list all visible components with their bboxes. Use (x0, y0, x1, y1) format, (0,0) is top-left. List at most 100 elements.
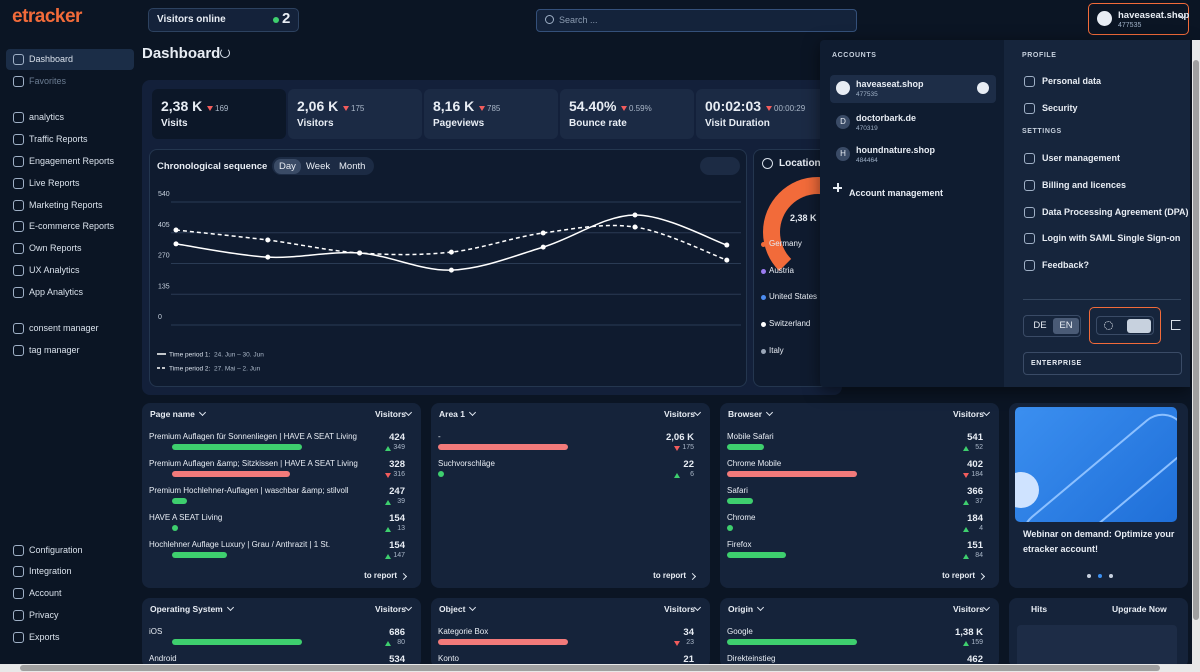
language-option[interactable]: DE (1033, 320, 1047, 331)
sidebar-item[interactable]: consent manager (6, 318, 134, 339)
widget-column[interactable]: Visitors (664, 409, 696, 419)
menu-item[interactable]: Billing and licences (1042, 179, 1127, 190)
theme-toggle[interactable] (1096, 316, 1154, 335)
to-report[interactable]: to report (364, 571, 397, 580)
widget-title[interactable]: Object (439, 604, 466, 614)
sidebar-item[interactable]: tag manager (6, 340, 134, 361)
sidebar-icon (13, 610, 24, 621)
chart-tab[interactable]: Day (274, 159, 301, 174)
visitors-online: Visitors online 2 (148, 8, 299, 32)
sidebar-item[interactable]: analytics (6, 107, 134, 128)
row-value: 534 (389, 654, 405, 665)
kpi-card[interactable]: 2,38 K 169 Visits (152, 89, 286, 139)
sidebar-item[interactable]: Marketing Reports (6, 195, 134, 216)
account-option[interactable]: haveaseat.shop 477535 (830, 75, 996, 103)
row-label: Premium Auflagen für Sonnenliegen | HAVE… (149, 432, 357, 441)
chart-tab[interactable]: Month (339, 161, 366, 172)
delta-arrow (385, 500, 391, 505)
widget: Object Visitors Kategorie Box 34 23 Konto 21 (431, 598, 710, 668)
kpi-delta-arrow (479, 106, 485, 111)
delta-bar (727, 444, 764, 450)
sidebar-item[interactable]: Traffic Reports (6, 129, 134, 150)
kpi-card[interactable]: 00:02:03 00:00:29 Visit Duration (696, 89, 830, 139)
delta-bar (438, 444, 568, 450)
location-title: Location (779, 158, 821, 169)
language-option[interactable]: EN (1053, 318, 1079, 334)
sidebar-item[interactable]: Dashboard (6, 49, 134, 70)
sidebar-label: Exports (29, 632, 60, 642)
account-button[interactable]: haveaseat.shop 477535 (1088, 3, 1189, 35)
row-delta: 159 (971, 639, 983, 646)
menu-item[interactable]: Data Processing Agreement (DPA) (1042, 206, 1189, 217)
widget-title[interactable]: Area 1 (439, 409, 465, 419)
widget-title[interactable]: Origin (728, 604, 754, 614)
kpi-value: 54.40% (569, 98, 617, 114)
widget-title[interactable]: Page name (150, 409, 195, 419)
sidebar-item[interactable]: Configuration (6, 540, 134, 561)
data-point (540, 244, 546, 250)
sidebar-item[interactable]: E-commerce Reports (6, 216, 134, 237)
row-label: - (438, 432, 441, 441)
sidebar-item[interactable]: Integration (6, 561, 134, 582)
expand-button[interactable] (700, 157, 740, 175)
delta-bar (172, 498, 187, 504)
sidebar-icon (13, 265, 24, 276)
kpi-card[interactable]: 2,06 K 175 Visitors (288, 89, 422, 139)
chevron (198, 408, 207, 417)
country-name: United States (769, 292, 818, 302)
widget-column[interactable]: Visitors (953, 409, 985, 419)
sidebar-icon (13, 323, 24, 334)
carousel-dot[interactable] (1098, 574, 1102, 578)
widget-column[interactable]: Visitors (375, 604, 407, 614)
delta-arrow (385, 554, 391, 559)
visitors-online-count: 2 (282, 10, 291, 27)
kpi-delta: 00:00:29 (774, 104, 806, 113)
to-report[interactable]: to report (653, 571, 686, 580)
search-box[interactable]: Search ... (536, 9, 857, 32)
sidebar-item[interactable]: Privacy (6, 605, 134, 626)
menu-item[interactable]: Feedback? (1042, 260, 1090, 271)
sidebar-item[interactable]: Own Reports (6, 238, 134, 259)
sidebar-item[interactable]: App Analytics (6, 282, 134, 303)
sidebar-icon (13, 178, 24, 189)
menu-item[interactable]: User management (1042, 153, 1121, 163)
sidebar-item[interactable]: Live Reports (6, 173, 134, 194)
sidebar-icon (13, 566, 24, 577)
widget-title[interactable]: Browser (728, 409, 763, 419)
logout-icon[interactable] (1171, 320, 1181, 330)
sidebar-item[interactable]: Exports (6, 627, 134, 648)
widget-column[interactable]: Visitors (375, 409, 407, 419)
menu-item[interactable]: Login with SAML Single Sign-on (1042, 233, 1181, 244)
row-value: 462 (967, 654, 983, 665)
widget-column[interactable]: Visitors (953, 604, 985, 614)
widget-column[interactable]: Visitors (664, 604, 696, 614)
to-report[interactable]: to report (942, 571, 975, 580)
row-value: 154 (389, 540, 405, 551)
carousel-dot[interactable] (1109, 574, 1113, 578)
delta-arrow (674, 446, 680, 451)
sidebar-item[interactable]: UX Analytics (6, 260, 134, 281)
kpi-card[interactable]: 8,16 K 785 Pageviews (424, 89, 558, 139)
widget-title[interactable]: Operating System (150, 604, 223, 614)
menu-item[interactable]: Personal data (1042, 76, 1102, 86)
promo-card: Webinar on demand: Optimize your etracke… (1009, 403, 1188, 588)
kpi-card[interactable]: 54.40% 0.59% Bounce rate (560, 89, 694, 139)
data-point (540, 230, 546, 236)
carousel-dot[interactable] (1087, 574, 1091, 578)
sun-icon (1104, 321, 1113, 330)
menu-item[interactable]: Security (1042, 103, 1078, 113)
row-delta: 4 (979, 525, 983, 532)
account-management[interactable]: Account management (849, 188, 944, 198)
hits-widget: Hits Upgrade Now (1009, 598, 1188, 669)
y-tick-label: 0 (158, 314, 162, 321)
chart-tab[interactable]: Week (306, 161, 331, 172)
promo-shape (1015, 407, 1177, 522)
row-value: 424 (389, 432, 405, 443)
upgrade-link[interactable]: Upgrade Now (1112, 604, 1167, 614)
chevron-right (688, 572, 697, 581)
sidebar-item[interactable]: Favorites (6, 71, 134, 92)
sidebar-item[interactable]: Engagement Reports (6, 151, 134, 172)
sidebar-item[interactable]: Account (6, 583, 134, 604)
